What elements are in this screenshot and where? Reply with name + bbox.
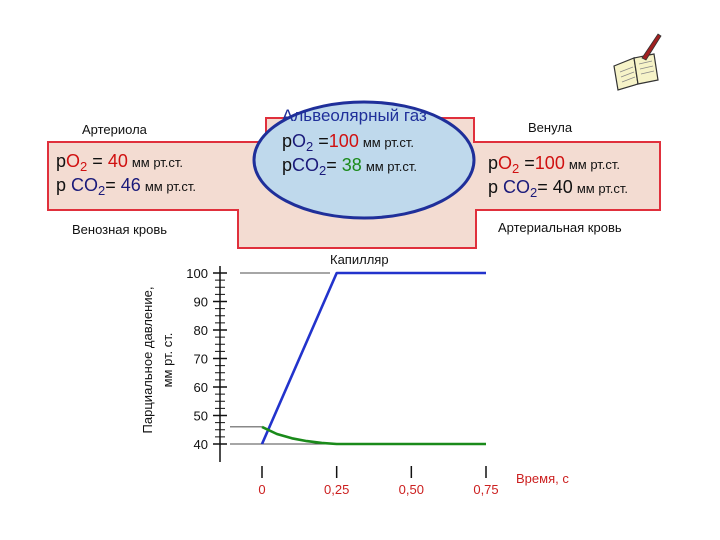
venous-po2: рO2 = 40 мм рт.ст. bbox=[56, 151, 184, 174]
x-tick-label: 0,75 bbox=[473, 482, 498, 497]
alveolus bbox=[252, 100, 476, 220]
y-tick-label: 60 bbox=[194, 380, 208, 395]
arteriole-label: Артериола bbox=[82, 122, 147, 137]
alveolar-pco2: рCO2= 38 мм рт.ст. bbox=[282, 155, 417, 178]
y-tick-label: 70 bbox=[194, 352, 208, 367]
y-tick-label: 90 bbox=[194, 295, 208, 310]
capillary-label: Капилляр bbox=[330, 252, 389, 267]
y-tick-label: 80 bbox=[194, 323, 208, 338]
venous-blood-label: Венозная кровь bbox=[72, 222, 168, 237]
x-tick-label: 0 bbox=[258, 482, 265, 497]
arterial-pco2: р CO2= 40 мм рт.ст. bbox=[488, 177, 629, 200]
co2-series-line bbox=[261, 425, 486, 446]
y-tick-label: 100 bbox=[186, 266, 208, 281]
book-icon bbox=[613, 33, 662, 91]
alveolar-po2: рO2 =100 мм рт.ст. bbox=[282, 131, 415, 154]
y-axis-label-line1: Парциальное давление, bbox=[140, 287, 155, 434]
y-tick-label: 40 bbox=[194, 437, 208, 452]
o2-series-line bbox=[260, 271, 486, 445]
x-tick-label: 0,50 bbox=[399, 482, 424, 497]
arterial-po2: рO2 =100 мм рт.ст. bbox=[488, 153, 621, 176]
alveolar-title: Альвеолярный газ bbox=[282, 106, 427, 125]
venous-pco2: р CO2= 46 мм рт.ст. bbox=[56, 175, 197, 198]
venule-label: Венула bbox=[528, 120, 573, 135]
y-axis-label-line2: мм рт. ст. bbox=[160, 333, 175, 388]
x-tick-label: 0,25 bbox=[324, 482, 349, 497]
x-axis-label: Время, с bbox=[516, 471, 569, 486]
y-tick-label: 50 bbox=[194, 409, 208, 424]
arterial-blood-label: Артериальная кровь bbox=[498, 220, 622, 235]
